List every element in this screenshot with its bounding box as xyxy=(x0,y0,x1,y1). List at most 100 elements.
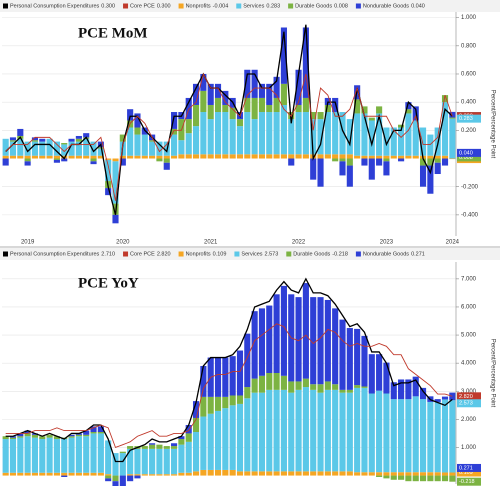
bar-segment xyxy=(171,443,178,447)
bar-segment xyxy=(346,392,353,472)
legend-name: Durable Goods xyxy=(295,3,332,9)
bar-segment xyxy=(273,389,280,472)
bar-segment xyxy=(192,471,200,476)
bar-segment xyxy=(346,389,353,393)
bar-segment xyxy=(9,155,17,159)
bar-segment xyxy=(236,126,244,155)
bar-segment xyxy=(258,392,266,472)
bar-segment xyxy=(251,471,258,476)
bar-segment xyxy=(273,112,280,155)
bar-segment xyxy=(346,154,353,159)
bar-segment xyxy=(75,433,82,435)
bar-segment xyxy=(68,434,75,437)
bar-segment xyxy=(214,154,222,159)
bar-segment xyxy=(31,437,39,473)
bar-segment xyxy=(61,158,68,162)
legend-value: -0.218 xyxy=(332,251,348,257)
bar-segment xyxy=(127,127,134,156)
bar-segment xyxy=(163,158,170,163)
legend-value: 0.300 xyxy=(101,3,115,9)
bar-segment xyxy=(419,399,427,473)
bar-segment xyxy=(207,119,214,155)
bar-segment xyxy=(207,469,214,476)
bar-segment xyxy=(288,381,295,393)
bar-segment xyxy=(185,97,192,120)
bar-segment xyxy=(97,433,104,473)
bar-segment xyxy=(192,104,200,127)
line-series xyxy=(5,24,453,216)
bar-segment xyxy=(83,155,90,159)
bar-segment xyxy=(229,154,236,159)
bar-segment xyxy=(398,399,405,473)
bar-segment xyxy=(405,102,412,110)
chart-title: PCE MoM xyxy=(78,25,148,41)
bar-segment xyxy=(229,469,236,476)
bar-segment xyxy=(398,472,405,476)
bar-segment xyxy=(9,436,17,438)
bar-segment xyxy=(178,439,185,445)
bar-segment xyxy=(280,471,287,476)
bar-segment xyxy=(39,141,46,156)
bar-segment xyxy=(427,475,434,482)
bar-segment xyxy=(405,113,412,156)
y-tick-label: 0.800 xyxy=(461,43,477,49)
bar-segment xyxy=(434,475,441,482)
bar-segment xyxy=(405,399,412,473)
bar-segment xyxy=(354,472,361,476)
bar-segment xyxy=(83,472,90,476)
bar-segment xyxy=(368,158,375,180)
bar-segment xyxy=(434,399,441,402)
bar-segment xyxy=(119,134,126,142)
bar-segment xyxy=(317,158,324,187)
bar-segment xyxy=(368,472,375,476)
bar-segment xyxy=(383,472,390,476)
bar-segment xyxy=(251,378,258,393)
bar-segment xyxy=(419,127,427,156)
end-value-box xyxy=(457,148,481,157)
bar-segment xyxy=(354,387,361,473)
bar-segment xyxy=(53,159,60,163)
end-value-box xyxy=(457,153,481,162)
bar-segment xyxy=(229,119,236,155)
bar-segment xyxy=(222,112,229,155)
bar-segment xyxy=(419,158,427,166)
bar-segment xyxy=(185,133,192,155)
bar-segment xyxy=(178,436,185,440)
bar-segment xyxy=(258,97,266,113)
bar-segment xyxy=(141,155,148,159)
y-tick-label: 6.000 xyxy=(461,305,477,311)
bar-segment xyxy=(405,379,412,400)
bar-segment xyxy=(354,113,361,156)
bar-segment xyxy=(75,138,82,142)
end-value-label: -0.218 xyxy=(459,479,475,485)
bar-segment xyxy=(156,158,163,162)
bar-segment xyxy=(9,137,17,141)
bar-segment xyxy=(24,141,31,156)
bar-segment xyxy=(105,158,112,160)
bar-segment xyxy=(31,155,39,159)
y-tick-label: -0.200 xyxy=(461,184,479,190)
bar-segment xyxy=(405,155,412,159)
bar-segment xyxy=(280,389,287,472)
bar-segment xyxy=(171,128,178,135)
bar-segment xyxy=(127,475,134,482)
bar-segment xyxy=(258,83,266,98)
bar-segment xyxy=(178,154,185,159)
bar-segment xyxy=(427,134,434,156)
bar-segment xyxy=(134,113,141,128)
bar-segment xyxy=(46,437,53,473)
bar-segment xyxy=(46,138,53,156)
bar-segment xyxy=(61,144,68,156)
legend-name: Nonprofits xyxy=(186,251,211,257)
bar-segment xyxy=(368,117,375,121)
bar-segment xyxy=(236,471,244,476)
legend-swatch xyxy=(123,3,129,9)
bar-segment xyxy=(354,328,361,386)
bar-segment xyxy=(258,154,266,159)
bar-segment xyxy=(134,475,141,479)
bar-segment xyxy=(222,104,229,113)
bar-segment xyxy=(376,475,383,477)
bar-segment xyxy=(68,141,75,156)
bar-segment xyxy=(449,117,456,119)
